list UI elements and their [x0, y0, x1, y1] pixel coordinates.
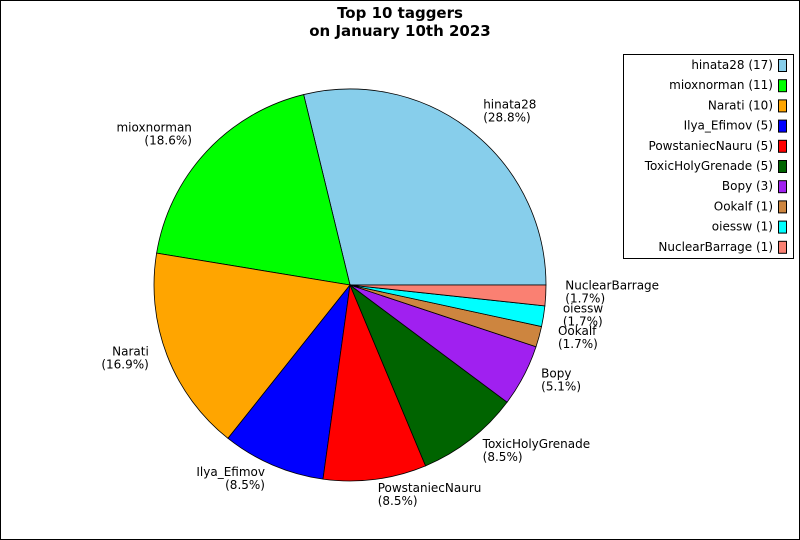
slice-label: hinata28 (28.8%)	[483, 97, 536, 124]
legend-label: mioxnorman (11)	[669, 78, 773, 92]
legend-label: Narati (10)	[708, 98, 773, 112]
slice-percent: (8.5%)	[378, 494, 418, 508]
slice-percent: (16.9%)	[101, 357, 148, 371]
legend-swatch	[778, 160, 787, 173]
slice-name: Ookalf	[558, 324, 597, 338]
legend-label: PowstaniecNauru (5)	[649, 139, 773, 153]
slice-name: hinata28	[483, 97, 536, 111]
slice-label: oiessw (1.7%)	[563, 301, 604, 328]
slice-name: PowstaniecNauru	[378, 481, 482, 495]
slice-name: Ilya_Efimov	[196, 465, 265, 479]
slice-label: PowstaniecNauru (8.5%)	[378, 481, 482, 508]
slice-label: ToxicHolyGrenade (8.5%)	[482, 437, 590, 464]
slice-percent: (1.7%)	[558, 337, 598, 351]
slice-percent: (5.1%)	[541, 380, 581, 394]
legend-swatch	[778, 220, 787, 234]
pie-slice	[349, 284, 547, 307]
slice-name: Bopy	[541, 367, 571, 381]
legend-swatch	[778, 139, 787, 153]
legend-label: hinata28 (17)	[691, 58, 773, 72]
pie-slice	[156, 94, 351, 286]
legend-swatch	[778, 119, 787, 133]
legend-label: ToxicHolyGrenade (5)	[644, 159, 773, 173]
pie-slice	[349, 283, 508, 467]
chart-title: Top 10 taggers	[337, 4, 463, 22]
legend-swatch	[778, 59, 787, 72]
legend-swatch	[778, 200, 787, 214]
legend-label: oiessw (1)	[712, 220, 773, 234]
pie-slice	[303, 88, 547, 286]
legend-swatch	[778, 99, 787, 113]
slice-name: mioxnorman	[116, 120, 191, 134]
slice-percent: (28.8%)	[483, 110, 530, 124]
pie-slice	[153, 252, 351, 439]
legend-swatch	[778, 79, 787, 93]
slice-percent: (18.6%)	[144, 133, 191, 147]
slice-name: Narati	[112, 344, 149, 358]
slice-percent: (1.7%)	[563, 314, 603, 328]
legend-swatch	[778, 180, 787, 194]
slice-label: Bopy (5.1%)	[541, 367, 581, 394]
pie-slice	[227, 283, 351, 480]
slice-label: mioxnorman (18.6%)	[116, 120, 191, 147]
legend-label: Bopy (3)	[722, 179, 773, 193]
legend-label: NuclearBarrage (1)	[658, 240, 773, 254]
slice-percent: (8.5%)	[225, 478, 265, 492]
legend-swatch	[778, 240, 787, 254]
slice-label: Narati (16.9%)	[101, 344, 148, 371]
slice-name: ToxicHolyGrenade	[482, 437, 590, 451]
slice-label: Ookalf (1.7%)	[558, 324, 598, 351]
slice-name: oiessw	[563, 301, 604, 315]
slice-percent: (1.7%)	[565, 292, 605, 306]
slice-name: NuclearBarrage	[565, 279, 659, 293]
slice-label: NuclearBarrage (1.7%)	[565, 279, 659, 306]
slice-percent: (8.5%)	[483, 450, 523, 464]
legend-box	[623, 54, 794, 259]
slice-label: Ilya_Efimov (8.5%)	[196, 465, 265, 492]
legend-label: Ilya_Efimov (5)	[684, 119, 773, 133]
legend-label: Ookalf (1)	[714, 199, 773, 213]
chart-title: on January 10th 2023	[309, 22, 490, 40]
pie-slice	[322, 283, 427, 482]
